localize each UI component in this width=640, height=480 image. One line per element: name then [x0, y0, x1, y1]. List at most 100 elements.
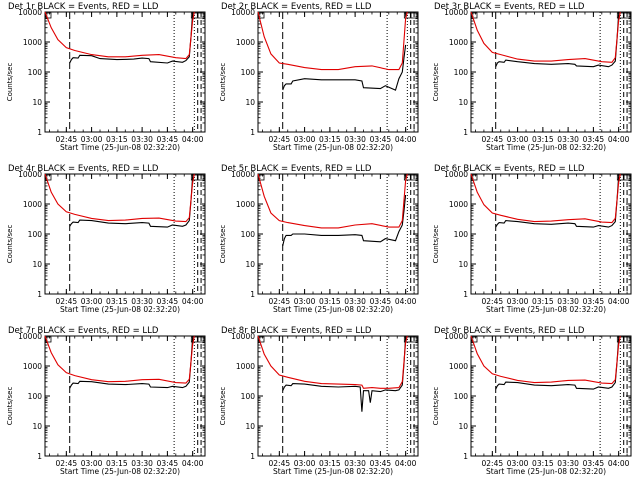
y-tick-label: 100	[28, 230, 43, 239]
y-tick-label: 10	[32, 98, 42, 107]
detector-panel: Det 1r BLACK = Events, RED = LLD 1 10 100 10…	[6, 2, 206, 152]
panel-title: Det 1r BLACK = Events, RED = LLD	[8, 2, 159, 12]
y-tick-label: 10000	[231, 8, 255, 17]
detector-panel: Det 3r BLACK = Events, RED = LLD 1 10 100 10…	[432, 2, 632, 152]
y-tick-label: 10000	[444, 170, 468, 179]
y-tick-label: 1	[37, 128, 42, 137]
x-axis-label: Start Time (25-Jun-08 02:32:20)	[60, 467, 180, 476]
corner-marker	[197, 336, 205, 343]
plot-frame	[470, 173, 632, 295]
x-tick-label: 03:00	[294, 135, 316, 144]
y-tick-label: 1	[463, 128, 468, 137]
lld-rate-line	[470, 11, 621, 63]
y-tick-label: 1	[250, 128, 255, 137]
x-tick-label: 04:00	[395, 135, 417, 144]
corner-marker	[410, 336, 418, 343]
y-tick-label: 10	[458, 98, 468, 107]
y-tick-label: 10	[245, 98, 255, 107]
x-tick-label: 03:15	[106, 135, 128, 144]
x-axis-label: Start Time (25-Jun-08 02:32:20)	[60, 305, 180, 314]
x-tick-label: 03:30	[131, 459, 153, 468]
x-tick-label: 03:00	[294, 459, 316, 468]
x-tick-label: 03:15	[532, 297, 554, 306]
x-tick-label: 04:00	[182, 459, 204, 468]
panel-title: Det 8r BLACK = Events, RED = LLD	[221, 326, 372, 336]
events-rate-line	[69, 13, 194, 64]
lld-rate-line	[44, 173, 195, 223]
x-tick-label: 03:30	[557, 135, 579, 144]
detector-panel: Det 8r BLACK = Events, RED = LLD 1 10 100 10…	[219, 326, 419, 476]
detector-panel: Det 5r BLACK = Events, RED = LLD 1 10 100 10…	[219, 164, 419, 314]
y-axis-label: Counts/sec	[219, 225, 227, 264]
x-tick-label: 03:00	[507, 459, 529, 468]
panel-title: Det 7r BLACK = Events, RED = LLD	[8, 326, 159, 336]
corner-marker	[623, 174, 631, 181]
lld-rate-line	[470, 173, 621, 224]
y-tick-label: 1000	[23, 200, 42, 209]
x-tick-label: 02:45	[482, 297, 504, 306]
corner-marker	[410, 174, 418, 181]
x-tick-label: 02:45	[269, 459, 291, 468]
x-tick-label: 04:00	[182, 135, 204, 144]
x-tick-label: 04:00	[608, 297, 630, 306]
y-tick-label: 10	[245, 260, 255, 269]
y-tick-label: 10	[32, 260, 42, 269]
events-rate-line	[495, 338, 620, 390]
x-tick-label: 04:00	[608, 135, 630, 144]
y-tick-label: 10000	[18, 332, 42, 341]
y-tick-label: 10	[458, 422, 468, 431]
y-tick-label: 10	[458, 260, 468, 269]
y-tick-label: 1000	[449, 38, 468, 47]
x-axis-label: Start Time (25-Jun-08 02:32:20)	[273, 467, 393, 476]
x-tick-label: 03:45	[157, 459, 179, 468]
detector-panel: Det 2r BLACK = Events, RED = LLD 1 10 100 10…	[219, 2, 419, 152]
y-axis-label: Counts/sec	[219, 63, 227, 102]
panel-title: Det 5r BLACK = Events, RED = LLD	[221, 164, 372, 174]
x-tick-label: 03:00	[294, 297, 316, 306]
x-tick-label: 03:15	[319, 135, 341, 144]
plot-frame	[44, 173, 206, 295]
y-tick-label: 100	[241, 392, 256, 401]
x-tick-label: 03:15	[106, 459, 128, 468]
corner-marker	[623, 12, 631, 19]
corner-marker	[410, 12, 418, 19]
x-axis-label: Start Time (25-Jun-08 02:32:20)	[60, 143, 180, 152]
y-tick-label: 1000	[23, 362, 42, 371]
y-axis-label: Counts/sec	[6, 387, 14, 426]
y-tick-label: 10	[245, 422, 255, 431]
detector-panel: Det 9r BLACK = Events, RED = LLD 1 10 100 10…	[432, 326, 632, 476]
x-tick-label: 03:00	[507, 135, 529, 144]
plot-frame	[44, 11, 206, 133]
events-rate-line	[69, 176, 194, 228]
y-tick-label: 1	[37, 290, 42, 299]
panel-title: Det 9r BLACK = Events, RED = LLD	[434, 326, 585, 336]
panel-title: Det 3r BLACK = Events, RED = LLD	[434, 2, 585, 12]
y-tick-label: 10000	[18, 170, 42, 179]
x-tick-label: 03:45	[370, 135, 392, 144]
plot-frame	[257, 335, 419, 457]
plot-frame	[470, 11, 632, 133]
plot-frame	[257, 173, 419, 295]
panel-title: Det 6r BLACK = Events, RED = LLD	[434, 164, 585, 174]
corner-marker	[197, 174, 205, 181]
x-axis-label: Start Time (25-Jun-08 02:32:20)	[486, 143, 606, 152]
x-tick-label: 04:00	[395, 459, 417, 468]
lld-rate-line	[257, 173, 408, 229]
x-tick-label: 02:45	[56, 459, 78, 468]
panel-title: Det 2r BLACK = Events, RED = LLD	[221, 2, 372, 12]
y-tick-label: 100	[454, 230, 469, 239]
detector-panel: Det 4r BLACK = Events, RED = LLD 1 10 100 10…	[6, 164, 206, 314]
x-tick-label: 03:15	[532, 459, 554, 468]
x-tick-label: 02:45	[269, 135, 291, 144]
x-tick-label: 03:30	[131, 135, 153, 144]
y-axis-label: Counts/sec	[6, 225, 14, 264]
x-tick-label: 03:00	[81, 459, 103, 468]
lld-rate-line	[44, 335, 195, 384]
x-tick-label: 02:45	[56, 135, 78, 144]
events-rate-line	[495, 176, 620, 228]
y-tick-label: 10000	[18, 8, 42, 17]
x-tick-label: 03:45	[583, 459, 605, 468]
y-axis-label: Counts/sec	[6, 63, 14, 102]
x-axis-label: Start Time (25-Jun-08 02:32:20)	[273, 143, 393, 152]
